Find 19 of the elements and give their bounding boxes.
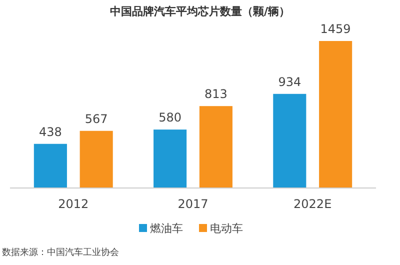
bar [34,144,67,188]
bar [319,41,352,188]
source-note: 数据来源：中国汽车工业协会 [2,247,119,258]
chart-title: 中国品牌汽车平均芯片数量（颗/辆） [110,5,290,18]
data-label: 438 [38,124,62,139]
data-label: 1459 [320,22,351,36]
data-label: 813 [204,87,228,102]
x-tick-label: 2017 [178,197,208,211]
bar [80,130,113,188]
legend-label: 燃油车 [150,222,183,235]
data-label: 580 [158,110,182,125]
data-label: 934 [278,74,302,89]
bar [273,94,306,188]
x-tick-label: 2022E [294,197,332,211]
data-label: 567 [84,112,108,126]
x-tick-label: 2012 [58,197,89,211]
legend-label: 电动车 [210,222,243,235]
bar [199,106,232,188]
bar [154,130,187,188]
